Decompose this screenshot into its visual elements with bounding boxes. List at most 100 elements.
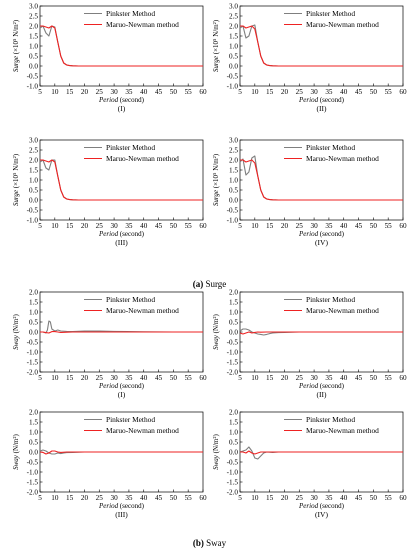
x-tick-label: 25 bbox=[96, 88, 104, 96]
caption-sway: (b) Sway bbox=[0, 538, 419, 548]
legend-label-pinkster: Pinkster Method bbox=[106, 295, 155, 304]
x-tick-label: 55 bbox=[185, 374, 193, 382]
x-tick-label: 10 bbox=[251, 374, 259, 382]
y-tick-label: 0.5 bbox=[29, 439, 38, 447]
y-tick-label: 0.0 bbox=[29, 63, 38, 71]
y-tick-label: 2.0 bbox=[229, 157, 238, 165]
y-tick-label: 1.0 bbox=[229, 177, 238, 185]
x-tick-label: 10 bbox=[251, 88, 259, 96]
y-axis-label-unit: (N/m²) bbox=[12, 313, 20, 335]
y-tick-label: 0.0 bbox=[229, 329, 238, 337]
x-tick-label: 55 bbox=[385, 88, 393, 96]
series-line-maruo-newman bbox=[40, 159, 203, 201]
y-axis-label-name: Sway bbox=[12, 454, 20, 470]
y-axis-label-name: Surge bbox=[12, 190, 20, 206]
panel-label: (I) bbox=[118, 104, 126, 113]
series-line-maruo-newman bbox=[240, 159, 403, 201]
x-tick-label: 10 bbox=[51, 374, 59, 382]
x-tick-label: 25 bbox=[96, 222, 104, 230]
x-tick-label: 60 bbox=[399, 494, 407, 502]
legend-label-pinkster: Pinkster Method bbox=[106, 9, 155, 18]
x-tick-label: 10 bbox=[51, 222, 59, 230]
x-tick-label: 15 bbox=[66, 374, 74, 382]
x-tick-label: 20 bbox=[281, 88, 289, 96]
y-tick-label: -1.0 bbox=[27, 83, 39, 91]
panel-label: (III) bbox=[115, 510, 128, 519]
y-tick-label: 1.5 bbox=[229, 299, 238, 307]
x-axis-label: Period (second) bbox=[298, 230, 345, 238]
x-tick-label: 15 bbox=[266, 88, 274, 96]
y-tick-label: 1.5 bbox=[229, 419, 238, 427]
panel-label: (IV) bbox=[315, 510, 328, 519]
legend-label-maruo-newman: Maruo-Newman method bbox=[306, 20, 379, 29]
series-line-pinkster bbox=[39, 25, 203, 67]
y-tick-label: -2.0 bbox=[27, 489, 39, 497]
x-tick-label: 40 bbox=[340, 374, 348, 382]
chart-panel-sway-4: -2.0 -1.5 -1.0 -0.5 0.0 0.5 1.0 1.5 2.0 5 10 15 20 25… bbox=[212, 409, 407, 520]
y-axis-label-unit: (×10⁵ N/m²) bbox=[12, 153, 20, 190]
y-tick-label: 0.5 bbox=[29, 53, 38, 61]
y-tick-label: -2.0 bbox=[227, 369, 239, 377]
x-axis-label-name: Period bbox=[298, 96, 319, 104]
panel-label: (IV) bbox=[315, 238, 328, 247]
x-tick-label: 60 bbox=[199, 374, 207, 382]
y-tick-label: 2.0 bbox=[29, 289, 38, 297]
x-tick-label: 5 bbox=[238, 494, 242, 502]
x-tick-label: 20 bbox=[81, 222, 89, 230]
y-tick-label: 0.5 bbox=[229, 187, 238, 195]
y-axis-label: Surge (×10⁵ N/m²) bbox=[12, 153, 20, 206]
chart-panel-sway-1: -2.0 -1.5 -1.0 -0.5 0.0 0.5 1.0 1.5 2.0 5 10 15 20 25… bbox=[12, 289, 207, 400]
panel-label: (II) bbox=[317, 390, 327, 399]
y-tick-label: -1.0 bbox=[27, 349, 39, 357]
x-tick-label: 10 bbox=[251, 494, 259, 502]
x-tick-label: 15 bbox=[66, 222, 74, 230]
panel-label: (III) bbox=[115, 238, 128, 247]
y-tick-label: 1.0 bbox=[229, 429, 238, 437]
plot-frame bbox=[39, 139, 204, 221]
x-tick-label: 5 bbox=[38, 374, 42, 382]
legend-label-pinkster: Pinkster Method bbox=[306, 9, 355, 18]
x-tick-label: 40 bbox=[140, 374, 148, 382]
y-tick-label: 0.0 bbox=[229, 63, 238, 71]
chart-panel-sway-2: -2.0 -1.5 -1.0 -0.5 0.0 0.5 1.0 1.5 2.0 5 10 15 20 25… bbox=[212, 289, 407, 400]
x-tick-label: 10 bbox=[51, 494, 59, 502]
x-tick-label: 30 bbox=[310, 374, 318, 382]
x-tick-label: 50 bbox=[170, 494, 178, 502]
x-tick-label: 5 bbox=[238, 222, 242, 230]
y-tick-label: 1.5 bbox=[29, 33, 38, 41]
series-line-maruo-newman bbox=[239, 331, 403, 335]
series-line-pinkster bbox=[239, 24, 403, 67]
x-tick-label: 10 bbox=[51, 88, 59, 96]
y-tick-label: 3.0 bbox=[229, 3, 238, 11]
x-tick-label: 35 bbox=[125, 374, 133, 382]
y-tick-label: 1.5 bbox=[29, 167, 38, 175]
series-line-maruo-newman bbox=[40, 331, 203, 334]
y-axis-label-name: Surge bbox=[212, 190, 220, 206]
x-tick-label: 25 bbox=[296, 494, 304, 502]
x-tick-label: 50 bbox=[370, 494, 378, 502]
chart-panel-sway-3: -2.0 -1.5 -1.0 -0.5 0.0 0.5 1.0 1.5 2.0 5 10 15 20 25… bbox=[12, 409, 207, 520]
x-tick-label: 35 bbox=[125, 222, 133, 230]
x-axis-label-unit: (second) bbox=[118, 382, 145, 390]
y-axis-label: Surge (×10⁵ N/m²) bbox=[12, 19, 20, 72]
series-line-pinkster bbox=[40, 320, 203, 334]
x-axis-label-name: Period bbox=[98, 382, 119, 390]
x-tick-label: 25 bbox=[296, 88, 304, 96]
y-tick-label: -0.5 bbox=[27, 73, 39, 81]
x-tick-label: 50 bbox=[370, 222, 378, 230]
y-axis-label-name: Sway bbox=[212, 454, 220, 470]
y-tick-label: -2.0 bbox=[27, 369, 39, 377]
x-tick-label: 15 bbox=[266, 494, 274, 502]
x-axis-label-name: Period bbox=[98, 96, 119, 104]
y-tick-label: 1.0 bbox=[229, 43, 238, 51]
y-tick-label: 0.0 bbox=[29, 197, 38, 205]
chart-panel-surge-2: -1.0 -0.5 0.0 0.5 1.0 1.5 2.0 2.5 3.0 5 10 15 20 25 30… bbox=[212, 3, 407, 114]
x-tick-label: 20 bbox=[281, 374, 289, 382]
y-tick-label: -1.0 bbox=[27, 469, 39, 477]
chart-panel-surge-4: -1.0 -0.5 0.0 0.5 1.0 1.5 2.0 2.5 3.0 5 10 15 20 25 30… bbox=[212, 137, 407, 248]
x-axis-label: Period (second) bbox=[98, 502, 145, 510]
x-tick-label: 25 bbox=[96, 374, 104, 382]
caption-surge-letter: (a) bbox=[192, 279, 204, 289]
x-tick-label: 15 bbox=[266, 374, 274, 382]
